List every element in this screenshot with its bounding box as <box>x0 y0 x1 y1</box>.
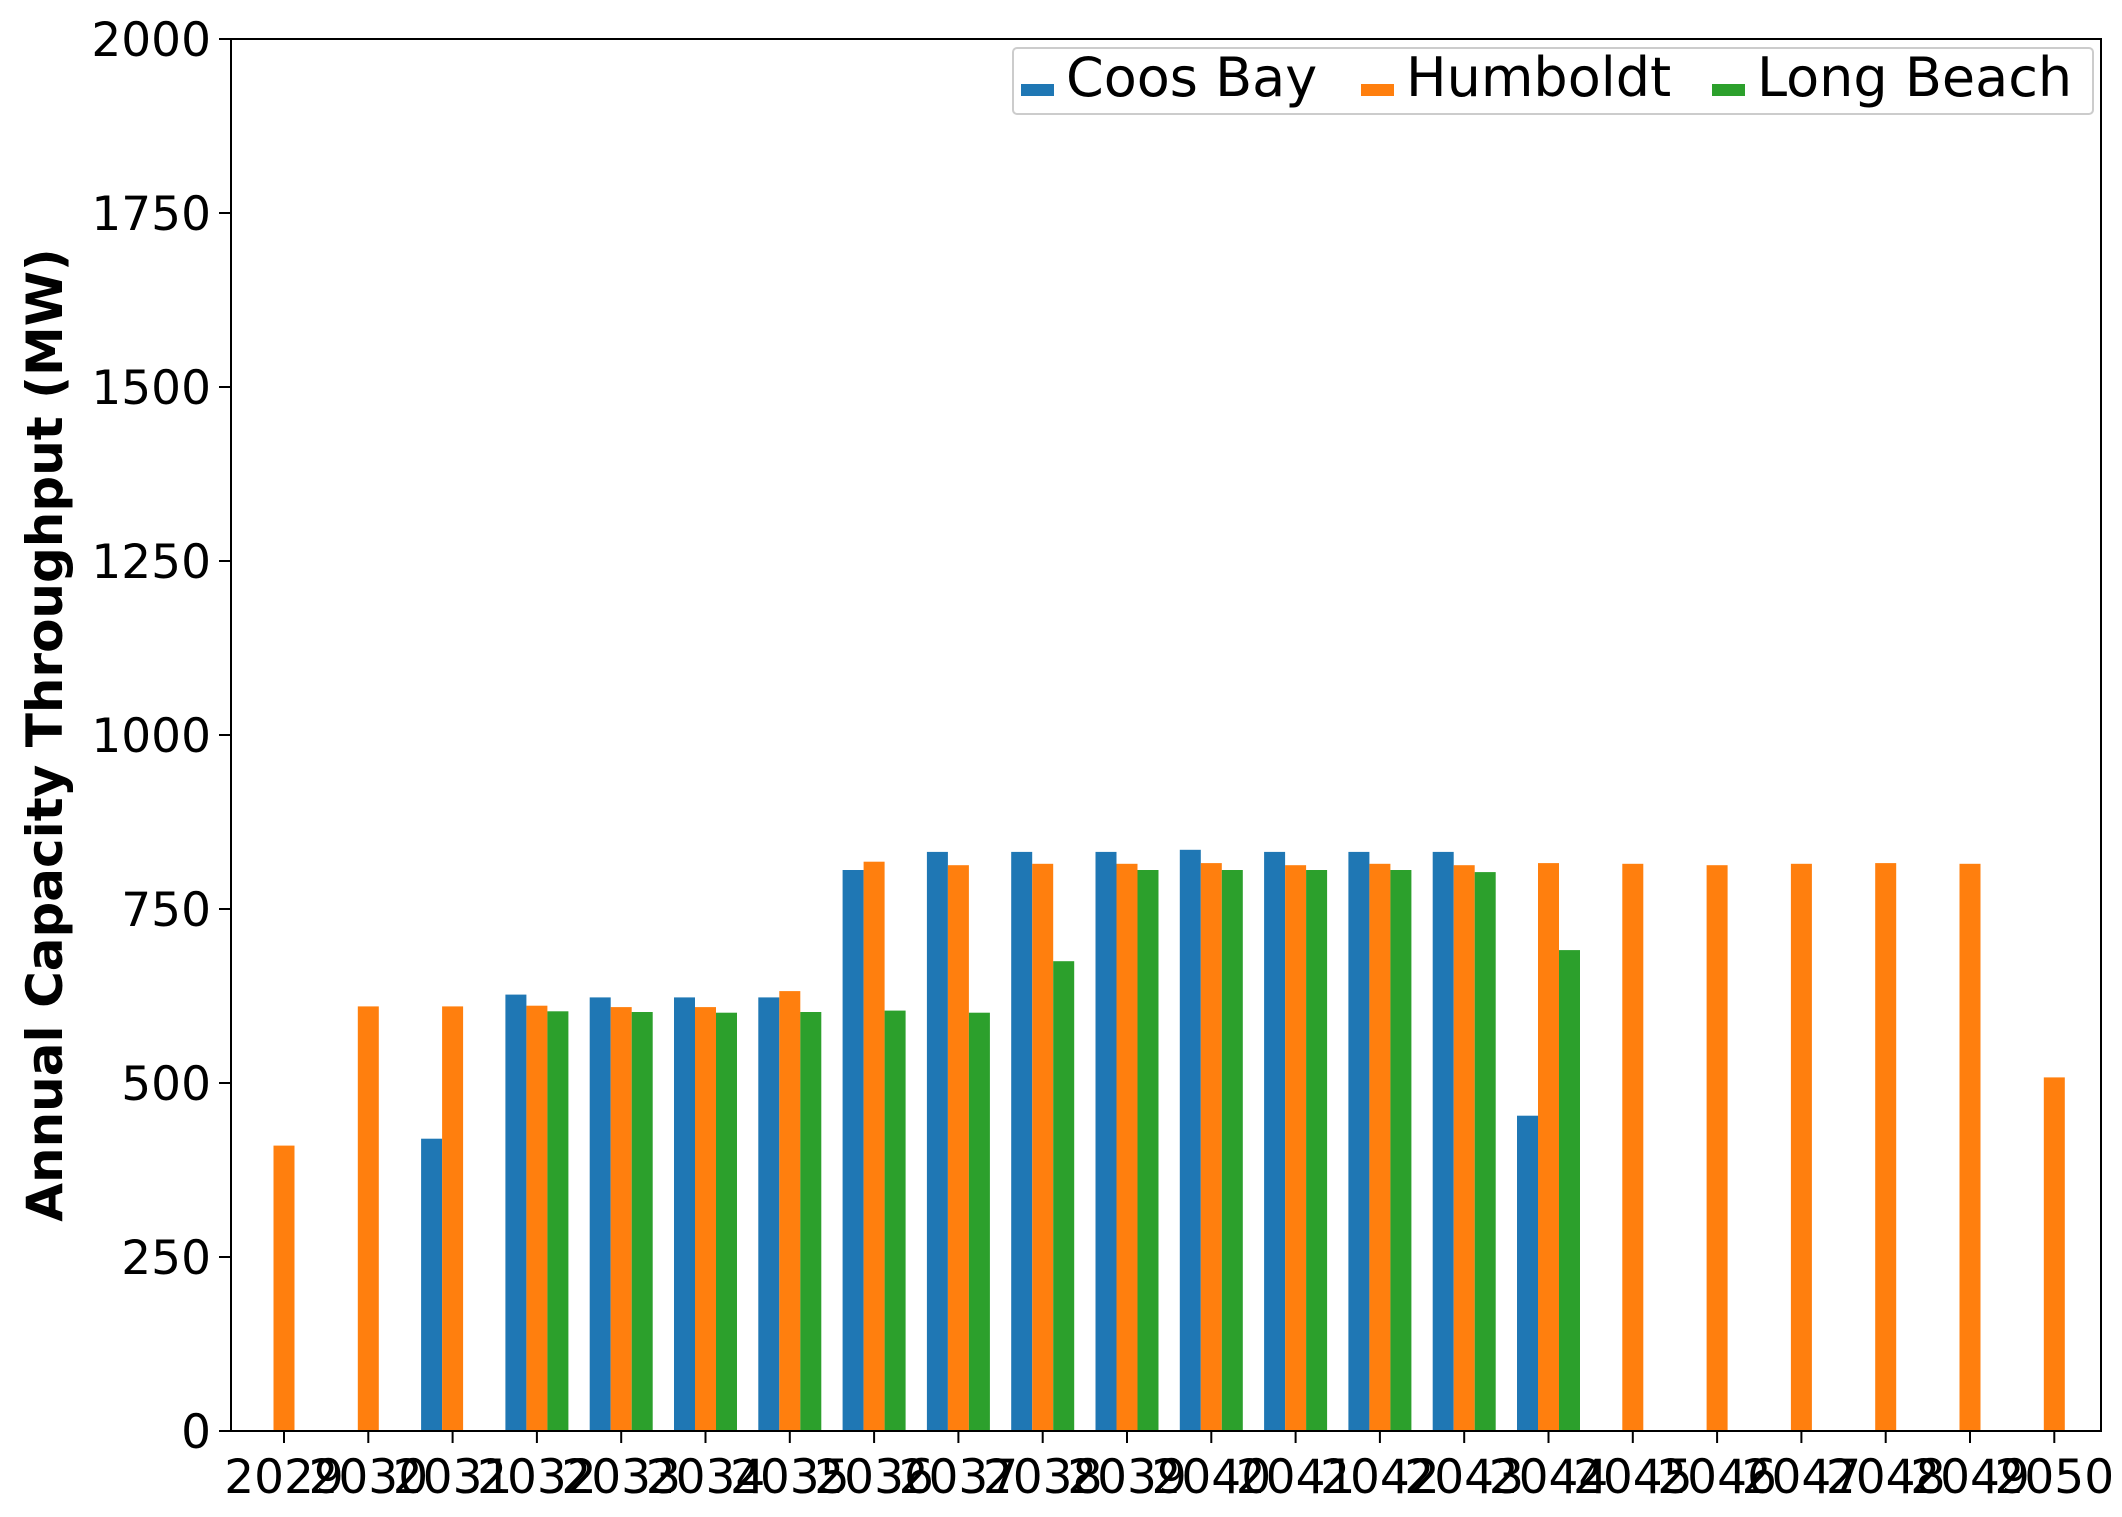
x-tick-label: 2046 <box>1657 1450 1777 1505</box>
bar-humboldt-2047 <box>1790 863 1812 1431</box>
legend-swatch-humboldt <box>1361 84 1394 96</box>
bar-coos-bay-2035 <box>758 997 780 1431</box>
bar-humboldt-2038 <box>1032 863 1054 1431</box>
x-tick-label: 2047 <box>1742 1450 1862 1505</box>
x-tick-label: 2032 <box>477 1450 597 1505</box>
legend-swatch-coos-bay <box>1021 84 1054 96</box>
bar-long-beach-2039 <box>1137 870 1159 1431</box>
x-tick-label: 2039 <box>1067 1450 1187 1505</box>
x-tick-label: 2029 <box>224 1450 344 1505</box>
bar-humboldt-2045 <box>1622 863 1644 1431</box>
x-tick-label: 2030 <box>308 1450 428 1505</box>
bar-long-beach-2032 <box>547 1011 569 1431</box>
y-axis: 0 250 500 750 1000 1250 1500 1750 2000 <box>91 13 231 1460</box>
bar-coos-bay-2039 <box>1095 851 1117 1431</box>
x-tick-label: 2037 <box>899 1450 1019 1505</box>
bar-coos-bay-2042 <box>1348 851 1370 1431</box>
y-axis-title: Annual Capacity Throughput (MW) <box>16 248 74 1221</box>
bar-coos-bay-2043 <box>1432 851 1454 1431</box>
x-axis: 2029203020312032203320342035203620372038… <box>224 1431 2114 1505</box>
x-tick-label: 2045 <box>1573 1450 1693 1505</box>
y-tick-label: 1250 <box>91 535 211 590</box>
bar-humboldt-2030 <box>357 1006 379 1431</box>
x-tick-label: 2044 <box>1489 1450 1609 1505</box>
legend-swatch-long-beach <box>1712 84 1745 96</box>
legend-label-long-beach: Long Beach <box>1757 46 2072 109</box>
bar-coos-bay-2033 <box>589 997 611 1431</box>
bar-long-beach-2034 <box>716 1012 737 1431</box>
y-tick-label: 1000 <box>91 709 211 764</box>
bar-long-beach-2035 <box>800 1012 822 1431</box>
bar-coos-bay-2034 <box>674 997 695 1431</box>
bar-coos-bay-2031 <box>421 1138 443 1431</box>
y-tick-label: 2000 <box>91 13 211 68</box>
bar-long-beach-2037 <box>968 1012 990 1431</box>
bar-humboldt-2043 <box>1453 865 1475 1431</box>
bar-humboldt-2032 <box>526 1005 548 1431</box>
bar-humboldt-2029 <box>273 1145 295 1431</box>
y-tick-label: 1750 <box>91 187 211 242</box>
bar-coos-bay-2032 <box>505 994 527 1431</box>
bar-humboldt-2049 <box>1959 863 1981 1431</box>
bar-long-beach-2040 <box>1221 870 1243 1431</box>
x-tick-label: 2033 <box>561 1450 681 1505</box>
bar-long-beach-2038 <box>1053 961 1075 1431</box>
x-tick-label: 2043 <box>1404 1450 1524 1505</box>
y-tick-label: 750 <box>121 883 211 938</box>
bar-humboldt-2046 <box>1706 865 1728 1431</box>
y-tick-label: 1500 <box>91 361 211 416</box>
bar-humboldt-2048 <box>1875 863 1897 1431</box>
bar-humboldt-2036 <box>863 861 885 1431</box>
bar-coos-bay-2041 <box>1264 851 1286 1431</box>
x-tick-label: 2038 <box>983 1450 1103 1505</box>
bar-coos-bay-2040 <box>1179 849 1201 1431</box>
y-tick-label: 500 <box>121 1057 211 1112</box>
legend-label-humboldt: Humboldt <box>1406 46 1671 109</box>
bar-humboldt-2033 <box>610 1007 632 1431</box>
x-tick-label: 2036 <box>814 1450 934 1505</box>
bar-humboldt-2050 <box>2043 1077 2065 1431</box>
bar-humboldt-2044 <box>1538 863 1559 1431</box>
x-tick-label: 2049 <box>1910 1450 2030 1505</box>
bar-long-beach-2033 <box>631 1012 653 1431</box>
bar-humboldt-2035 <box>779 991 801 1431</box>
bar-humboldt-2039 <box>1116 863 1138 1431</box>
legend-frame <box>1012 47 2094 115</box>
x-tick-label: 2031 <box>393 1450 513 1505</box>
x-tick-label: 2042 <box>1320 1450 1440 1505</box>
bar-coos-bay-2037 <box>926 851 948 1431</box>
legend: Coos Bay Humboldt Long Beach <box>1012 46 2094 115</box>
bar-coos-bay-2038 <box>1011 851 1033 1431</box>
x-tick-label: 2048 <box>1826 1450 1946 1505</box>
bar-humboldt-2041 <box>1285 865 1307 1431</box>
bar-humboldt-2040 <box>1200 863 1222 1431</box>
bar-long-beach-2044 <box>1559 950 1580 1431</box>
x-tick-label: 2041 <box>1236 1450 1356 1505</box>
bar-coos-bay-2036 <box>842 870 864 1431</box>
plot-frame <box>230 38 2102 1432</box>
x-tick-label: 2035 <box>730 1450 850 1505</box>
y-tick-label: 250 <box>121 1231 211 1286</box>
x-tick-label: 2050 <box>1994 1450 2114 1505</box>
bar-humboldt-2031 <box>442 1006 464 1431</box>
bar-long-beach-2042 <box>1390 870 1412 1431</box>
bar-humboldt-2034 <box>695 1007 716 1431</box>
x-tick-label: 2040 <box>1151 1450 1271 1505</box>
bars-group <box>273 849 2065 1431</box>
bar-humboldt-2037 <box>947 865 969 1431</box>
bar-long-beach-2036 <box>884 1010 906 1431</box>
bar-long-beach-2041 <box>1306 870 1328 1431</box>
legend-label-coos-bay: Coos Bay <box>1066 46 1317 109</box>
bar-coos-bay-2044 <box>1517 1115 1538 1431</box>
bar-long-beach-2043 <box>1474 872 1496 1431</box>
y-tick-label: 0 <box>181 1405 211 1460</box>
bar-humboldt-2042 <box>1369 863 1391 1431</box>
x-tick-label: 2034 <box>646 1450 766 1505</box>
